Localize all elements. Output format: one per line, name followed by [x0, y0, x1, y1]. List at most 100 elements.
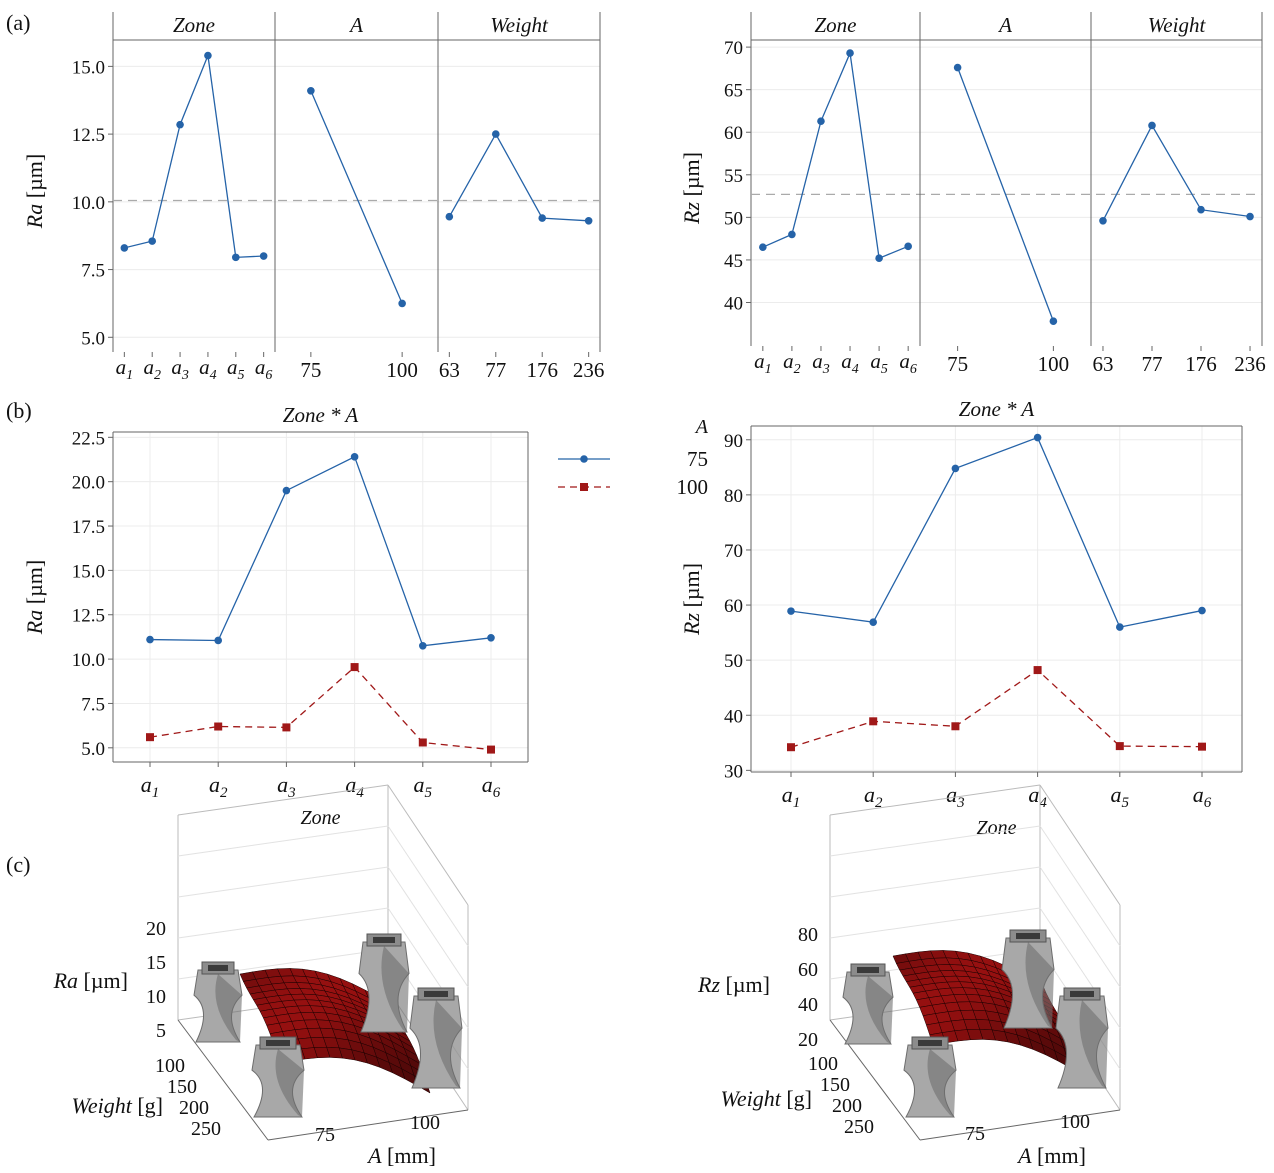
y-axis-label: Ra [µm]: [22, 560, 47, 635]
chart-title: Zone * A: [959, 397, 1035, 421]
x-tick-label-base: a: [255, 355, 266, 379]
x-tick-label: a4: [841, 349, 859, 377]
x-tick-label: a5: [227, 355, 245, 383]
x-tick-label: a4: [1028, 782, 1047, 811]
data-point: [259, 252, 268, 260]
weight-axis-label: Weight [g]: [721, 1086, 812, 1111]
weight-tick-label: 200: [832, 1095, 862, 1117]
y-tick-label: 65: [724, 81, 743, 102]
x-tick-label-base: a: [812, 349, 823, 373]
x-tick-label-sub: 3: [287, 785, 296, 801]
data-point: [1197, 205, 1205, 214]
part-shadow: [433, 1000, 462, 1088]
data-point: [846, 49, 854, 57]
y-tick-label: 7.5: [81, 261, 105, 282]
y-tick-label: 50: [724, 208, 743, 229]
x-tick-label: a6: [255, 355, 273, 383]
data-point: [445, 212, 454, 221]
y-tick-label: 55: [724, 166, 743, 187]
x-tick-label-sub: 4: [356, 785, 364, 801]
x-tick-label-base: a: [899, 349, 910, 373]
y-tick-label: 60: [724, 596, 743, 617]
x-tick-label-sub: 3: [181, 368, 189, 383]
data-point: [875, 254, 883, 263]
x-tick-label: 176: [1185, 352, 1217, 376]
x-tick-label-sub: 6: [493, 785, 501, 801]
part-shadow: [1079, 1000, 1108, 1088]
y-tick-label: 22.5: [72, 428, 105, 449]
x-tick-label: a6: [1193, 782, 1212, 811]
data-point-100: [787, 743, 795, 752]
x-tick-label: a1: [116, 355, 134, 383]
box-edge: [177, 784, 389, 816]
data-point-100: [1198, 742, 1206, 751]
y-tick-label: 90: [724, 431, 743, 452]
data-point: [904, 242, 912, 251]
x-tick-label: a6: [482, 772, 501, 801]
legend-label-75: 75: [687, 447, 708, 471]
z-tick-label: 60: [798, 959, 818, 981]
part-shadow: [927, 1049, 956, 1117]
a-axis-label: A [mm]: [366, 1143, 436, 1168]
y-axis-label-var: Ra: [22, 204, 47, 229]
data-point-75: [1116, 623, 1124, 631]
x-axis-label: Zone: [977, 817, 1017, 839]
x-tick-label-sub: 2: [220, 785, 228, 801]
x-tick-label: a3: [812, 349, 830, 377]
y-tick-label: 12.5: [72, 125, 105, 146]
data-point: [788, 230, 796, 239]
weight-tick-label: 150: [167, 1076, 197, 1098]
data-point-75: [350, 453, 359, 461]
y-tick-label: 10.0: [72, 650, 105, 671]
legend-title: A: [694, 416, 709, 438]
box-grid: [177, 825, 389, 857]
weight-tick-label: 100: [155, 1055, 185, 1077]
a-tick-label: 100: [410, 1112, 440, 1134]
x-tick-label-base: a: [783, 349, 794, 373]
x-tick-label: a5: [1111, 782, 1130, 811]
box-grid: [829, 825, 1041, 857]
weight-tick-label: 100: [808, 1053, 838, 1075]
x-tick-label-base: a: [1028, 782, 1039, 807]
part-shadow: [381, 946, 409, 1032]
y-tick-label: 17.5: [72, 517, 105, 538]
data-point-75: [951, 464, 960, 473]
legend-marker-100: [580, 483, 588, 491]
z-tick-label: 40: [798, 994, 818, 1016]
data-point-100: [418, 738, 427, 747]
weight-tick-label: 150: [820, 1074, 850, 1096]
a-axis: [267, 1109, 469, 1141]
x-tick-label: 236: [573, 358, 605, 382]
z-axis-label-var: Rz: [697, 972, 720, 997]
x-tick-label: a5: [870, 349, 888, 377]
z-tick-label: 5: [156, 1020, 166, 1042]
panel-title-weight: Weight: [490, 13, 549, 37]
part-cavity: [424, 991, 448, 997]
weight-tick-label: 250: [844, 1116, 874, 1138]
data-point-75: [487, 634, 495, 642]
y-axis-label: Rz [µm]: [679, 563, 704, 636]
data-point: [176, 120, 184, 129]
x-axis-label: Zone: [301, 807, 341, 829]
x-tick-label-base: a: [143, 355, 154, 379]
y-tick-label: 80: [724, 486, 743, 507]
x-tick-label-sub: 3: [822, 362, 830, 377]
x-tick-label-base: a: [209, 772, 220, 797]
series-line-75: [149, 455, 492, 647]
weight-axis-label-var: Weight: [721, 1086, 782, 1111]
a-axis-label-unit: [mm]: [1032, 1143, 1086, 1168]
box-grid: [387, 825, 469, 947]
x-tick-label-sub: 6: [1204, 795, 1212, 811]
data-point-100: [1115, 742, 1124, 751]
weight-axis: [829, 1019, 921, 1141]
x-tick-label: a6: [899, 349, 917, 377]
x-tick-label-sub: 4: [852, 362, 859, 377]
x-tick-label-base: a: [754, 349, 765, 373]
y-axis-label-unit: [µm]: [679, 563, 704, 613]
series-line-weight: [448, 132, 589, 222]
legend-marker-75: [580, 455, 588, 463]
y-tick-label: 50: [724, 651, 743, 672]
x-tick-label: a3: [946, 782, 965, 811]
data-point-75: [1198, 606, 1206, 615]
